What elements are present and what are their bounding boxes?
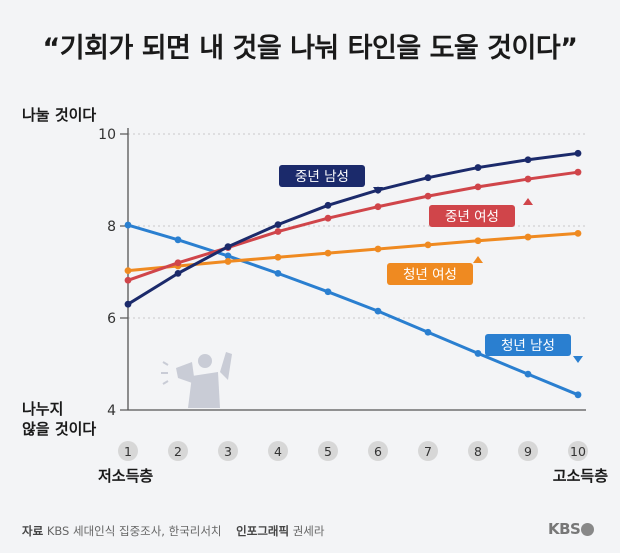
brand-text: KBS xyxy=(548,520,581,538)
series-label-box xyxy=(387,263,473,285)
x-tick-label: 5 xyxy=(324,444,332,459)
x-tick-circle xyxy=(218,441,238,461)
footer-credits: 자료 KBS 세대인식 집중조사, 한국리서치 인포그래픽 권세라 xyxy=(22,523,324,539)
source-label: 자료 xyxy=(22,524,44,538)
data-point xyxy=(574,229,582,237)
x-tick-label: 8 xyxy=(474,444,482,459)
data-point xyxy=(424,241,432,249)
source-text: KBS 세대인식 집중조사, 한국리서치 xyxy=(46,524,222,538)
x-tick-circle xyxy=(368,441,388,461)
y-tick-label: 10 xyxy=(98,127,116,143)
x-tick-label: 2 xyxy=(174,444,182,459)
chart-title: “기회가 되면 내 것을 나눠 타인을 도울 것이다” xyxy=(42,33,578,64)
series-label-pointer xyxy=(523,198,533,205)
series-label-box xyxy=(429,205,515,227)
data-point xyxy=(274,253,282,261)
data-point xyxy=(124,300,132,308)
y-tick-label: 4 xyxy=(107,403,116,419)
data-point xyxy=(424,328,432,336)
series-label: 중년 여성 xyxy=(445,209,499,225)
graphic-label: 인포그래픽 xyxy=(236,524,290,538)
data-point xyxy=(524,370,532,378)
data-point xyxy=(374,245,382,253)
data-point xyxy=(574,168,582,176)
data-point xyxy=(474,350,482,357)
logo-dot-icon xyxy=(581,523,595,536)
y-axis-top-label: 나눌 것이다 xyxy=(22,106,96,124)
x-tick-circle xyxy=(518,441,538,461)
x-tick-circle xyxy=(568,441,588,461)
data-point xyxy=(274,221,282,229)
data-point xyxy=(524,156,532,164)
data-point xyxy=(274,228,282,235)
data-point xyxy=(474,237,482,245)
data-point xyxy=(174,259,182,267)
series-label-pointer xyxy=(573,356,583,363)
data-point xyxy=(474,183,482,191)
series-label: 중년 남성 xyxy=(295,169,349,185)
data-point xyxy=(124,221,132,229)
x-tick-circle xyxy=(318,441,338,461)
graphic-credit: 권세라 xyxy=(292,524,325,538)
series-label-pointer xyxy=(373,187,383,194)
data-point xyxy=(224,252,232,260)
data-point xyxy=(574,149,582,157)
series-label-box xyxy=(279,165,365,187)
series-label: 청년 여성 xyxy=(403,267,457,283)
data-point xyxy=(174,236,182,244)
data-point xyxy=(574,391,582,399)
series-line-middle-female xyxy=(127,170,579,282)
data-point xyxy=(274,269,282,277)
y-tick-label: 6 xyxy=(107,311,116,327)
x-tick-circle xyxy=(418,441,438,461)
series-label-box xyxy=(485,334,571,356)
series-label-pointer xyxy=(473,256,483,263)
x-tick-label: 3 xyxy=(224,444,232,459)
data-point xyxy=(324,201,332,209)
data-point xyxy=(424,192,432,200)
x-tick-circle xyxy=(118,441,138,461)
series-label: 청년 남성 xyxy=(501,338,555,354)
x-tick-label: 4 xyxy=(274,444,282,459)
data-point xyxy=(174,269,182,277)
data-point xyxy=(474,164,482,171)
y-axis-bottom-label: 나누지 xyxy=(22,400,63,418)
data-point xyxy=(524,175,532,183)
data-point xyxy=(224,243,232,251)
series-line-young-male xyxy=(127,223,579,397)
x-tick-label: 1 xyxy=(124,444,132,459)
data-point xyxy=(324,214,332,222)
x-tick-label: 10 xyxy=(570,444,586,459)
x-axis-right-label: 고소득층 xyxy=(553,467,608,485)
x-tick-circle xyxy=(168,441,188,461)
series-line-young-female xyxy=(127,231,579,273)
data-point xyxy=(124,276,132,284)
y-tick-label: 8 xyxy=(107,219,116,235)
x-tick-label: 7 xyxy=(424,444,432,459)
data-point xyxy=(324,249,332,257)
x-tick-label: 9 xyxy=(524,444,532,459)
data-point xyxy=(324,288,332,296)
kbs-logo: KBS xyxy=(548,520,595,538)
data-point xyxy=(424,174,432,182)
x-tick-circle xyxy=(468,441,488,461)
x-tick-label: 6 xyxy=(374,444,382,459)
y-axis-bottom-label: 않을 것이다 xyxy=(22,420,96,438)
data-point xyxy=(224,258,232,265)
data-point xyxy=(124,267,132,275)
x-axis-left-label: 저소득층 xyxy=(98,467,153,485)
data-point xyxy=(374,307,382,315)
megaphone-person-icon xyxy=(161,352,232,408)
x-tick-circle xyxy=(268,441,288,461)
data-point xyxy=(524,233,532,241)
series-line-middle-male xyxy=(127,151,579,306)
data-point xyxy=(374,203,382,211)
